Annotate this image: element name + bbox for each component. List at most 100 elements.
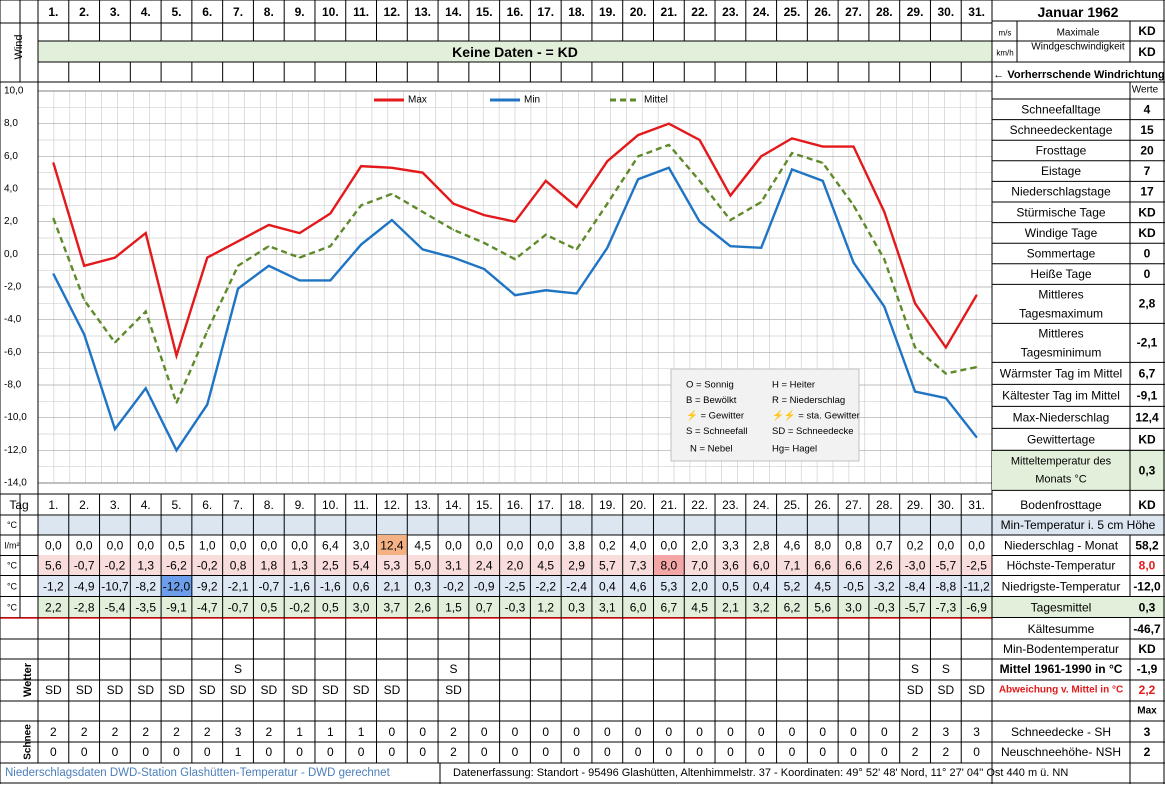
cell-min: -0,5 — [843, 579, 864, 593]
cell-precip: 3,3 — [722, 538, 739, 552]
table-day-header: 8. — [264, 498, 274, 512]
cell-mean: 6,7 — [661, 600, 678, 614]
snow-depth-cell: 0 — [542, 725, 549, 739]
cell-max: -3,0 — [905, 558, 926, 572]
cell-max: 2,0 — [507, 558, 524, 572]
data-point-mittel — [821, 162, 824, 164]
stats-label: Tagesminimum — [1021, 345, 1102, 359]
cell-precip: 1,0 — [199, 538, 216, 552]
table-day-header: 15. — [476, 498, 493, 512]
row-label-kaeltesumme: Kältesumme — [1028, 622, 1095, 636]
cell-mean: 3,1 — [599, 600, 616, 614]
day-header-18: 18. — [568, 5, 585, 19]
cell-max: 7,3 — [630, 558, 647, 572]
cell-max: 2,5 — [322, 558, 339, 572]
new-snow-cell: 0 — [512, 745, 519, 759]
cell-precip: 0,0 — [107, 538, 124, 552]
cell-precip: 4,5 — [414, 538, 431, 552]
weather-code-sd: SD — [137, 683, 154, 697]
werte-header: Werte — [1132, 85, 1159, 96]
snow-depth-cell: 0 — [666, 725, 673, 739]
data-point-max — [975, 294, 978, 296]
cell-mean: 5,6 — [814, 600, 831, 614]
day-header-6: 6. — [202, 5, 212, 19]
cell-min: -12,0 — [163, 579, 191, 593]
stats-label: Bodenfrosttage — [1020, 498, 1102, 512]
table-day-header: 19. — [599, 498, 616, 512]
cell-precip: 0,0 — [230, 538, 247, 552]
row-total-precip: 58,2 — [1135, 538, 1159, 552]
data-point-max — [791, 137, 793, 140]
y-tick-label: -10,0 — [4, 412, 27, 423]
data-point-max — [329, 212, 332, 215]
snow-depth-cell: 3 — [942, 725, 949, 739]
data-point-min — [83, 333, 85, 336]
stats-label: Schneedeckentage — [1010, 123, 1113, 137]
stats-value: KD — [1138, 226, 1156, 240]
data-point-max — [298, 232, 301, 234]
weather-code-s: S — [449, 662, 457, 676]
stats-value: KD — [1138, 498, 1156, 512]
row-value-kaeltesumme: -46,7 — [1133, 622, 1161, 636]
footer-source: Niederschlagsdaten DWD-Station Glashütte… — [5, 767, 391, 779]
y-tick-label: 2,0 — [4, 216, 18, 227]
cell-precip: 0,0 — [537, 538, 554, 552]
data-point-min — [575, 292, 578, 295]
data-point-max — [852, 145, 855, 148]
data-point-mittel — [144, 310, 147, 313]
cell-min: 0,3 — [414, 579, 431, 593]
snow-depth-cell: 0 — [604, 725, 611, 739]
cell-max: -2,5 — [966, 558, 987, 572]
table-day-header: 9. — [295, 498, 305, 512]
new-snow-cell: 0 — [758, 745, 765, 759]
day-header-15: 15. — [476, 5, 493, 19]
y-tick-label: -2,0 — [4, 282, 22, 293]
stats-label: Mitteltemperatur des — [1011, 455, 1112, 467]
snow-depth-cell: 0 — [789, 725, 796, 739]
data-point-max — [483, 214, 486, 216]
day-header-10: 10. — [322, 5, 339, 19]
stats-label: Frosttage — [1036, 144, 1087, 158]
data-point-max — [175, 354, 178, 357]
cell-min: 0,5 — [722, 579, 739, 593]
table-day-header: 7. — [233, 498, 243, 512]
cell-max: 2,6 — [876, 558, 893, 572]
stats-value: 12,4 — [1135, 410, 1159, 424]
day-header-29: 29. — [907, 5, 924, 19]
cell-max: 7,0 — [691, 558, 708, 572]
cell-precip: 0,0 — [76, 538, 93, 552]
cell-mean: -4,7 — [197, 600, 218, 614]
cell-min: -8,2 — [135, 579, 156, 593]
day-header-30: 30. — [937, 5, 954, 19]
new-snow-cell: 0 — [604, 745, 611, 759]
new-snow-cell: 0 — [727, 745, 734, 759]
row-mean-label-bg — [992, 597, 1165, 618]
data-point-min — [329, 279, 332, 282]
weather-key-entry: S = Schneefall — [686, 426, 748, 437]
cell-max: -0,7 — [74, 558, 95, 572]
y-tick-label: 6,0 — [4, 151, 18, 162]
cell-max: 5,0 — [414, 558, 431, 572]
no-data-label: Keine Daten - = KD — [452, 44, 578, 60]
cell-min: -1,6 — [289, 579, 310, 593]
snow-depth-cell: 2 — [912, 725, 919, 739]
stats-label: Stürmische Tage — [1016, 205, 1105, 219]
cell-mean: -0,7 — [228, 600, 249, 614]
cell-min: -0,7 — [258, 579, 279, 593]
day-header-1: 1. — [48, 5, 58, 19]
table-day-header: 21. — [661, 498, 678, 512]
row-label-min: Niedrigste-Temperatur — [1002, 579, 1121, 593]
y-tick-label: 0,0 — [4, 249, 18, 260]
weather-code-sd: SD — [107, 683, 124, 697]
cell-mean: 3,2 — [753, 600, 770, 614]
cell-min: 0,4 — [753, 579, 770, 593]
data-point-mittel — [975, 366, 978, 368]
data-point-min — [391, 219, 393, 221]
data-point-mittel — [83, 299, 85, 301]
day-header-25: 25. — [784, 5, 801, 19]
row-label-mittel-1961-1990: Mittel 1961-1990 in °C — [1000, 662, 1123, 676]
table-day-header: 18. — [568, 498, 585, 512]
data-point-min — [914, 390, 916, 393]
day-header-7: 7. — [233, 5, 243, 19]
